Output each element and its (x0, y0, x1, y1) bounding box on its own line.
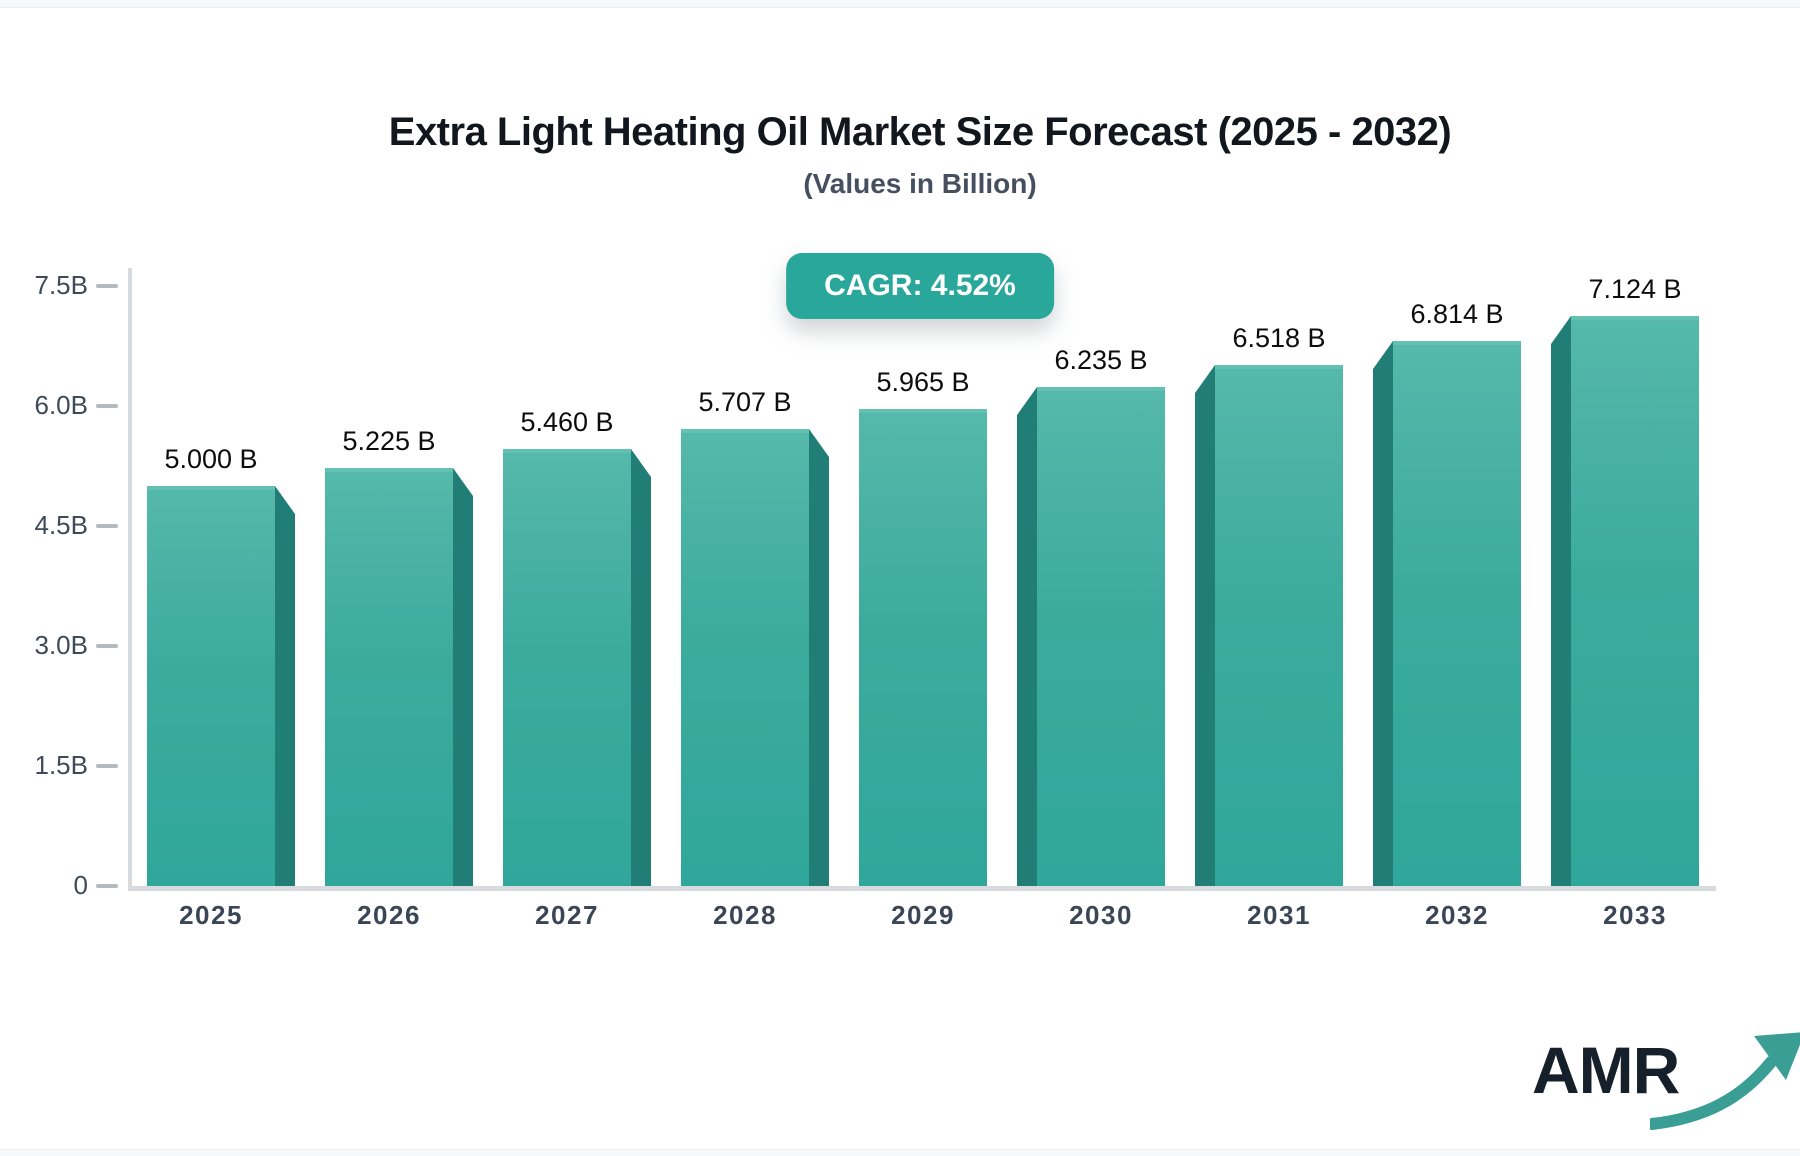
bar-2033 (1571, 316, 1699, 886)
cagr-badge: CAGR: 4.52% (786, 253, 1054, 319)
bar-2025 (147, 486, 275, 886)
amr-logo-text: AMR (1532, 1033, 1680, 1107)
bar-value-2032: 6.814 B (1410, 299, 1504, 329)
bar-value-2030: 6.235 B (1054, 345, 1148, 375)
y-tick-label-4.5B: 4.5B (34, 510, 89, 540)
page-bottom-edge (0, 1149, 1800, 1156)
growth-arrow-icon (1650, 1032, 1800, 1130)
x-tick-label-2033: 2033 (1603, 900, 1667, 930)
bar-value-2028: 5.707 B (698, 387, 792, 417)
bar-side-2027 (631, 449, 651, 886)
y-tick-7.5B (96, 284, 118, 288)
bar-value-2027: 5.460 B (520, 407, 614, 437)
bar-side-2028 (809, 429, 829, 886)
y-tick-3.0B (96, 644, 118, 648)
y-axis-line (128, 268, 132, 888)
x-tick-label-2025: 2025 (179, 900, 243, 930)
bar-side-2032 (1373, 341, 1393, 886)
chart-subtitle: (Values in Billion) (803, 168, 1037, 199)
bar-value-2033: 7.124 B (1588, 274, 1682, 304)
y-tick-label-6.0B: 6.0B (34, 390, 89, 420)
x-tick-label-2028: 2028 (713, 900, 777, 930)
y-tick-4.5B (96, 524, 118, 528)
page-top-edge (0, 0, 1800, 8)
bar-side-2030 (1017, 387, 1037, 886)
chart-title: Extra Light Heating Oil Market Size Fore… (388, 110, 1452, 154)
bar-2026 (325, 468, 453, 886)
bar-2031 (1215, 365, 1343, 886)
x-tick-label-2031: 2031 (1247, 900, 1311, 930)
y-tick-label-1.5B: 1.5B (34, 750, 89, 780)
x-tick-label-2029: 2029 (891, 900, 955, 930)
amr-logo: AMR (1532, 1032, 1800, 1132)
x-tick-label-2027: 2027 (535, 900, 599, 930)
bar-2028 (681, 429, 809, 886)
bar-side-2033 (1551, 316, 1571, 886)
y-tick-0 (96, 884, 118, 888)
y-tick-6.0B (96, 404, 118, 408)
y-tick-label-7.5B: 7.5B (34, 270, 89, 300)
bar-2029 (859, 409, 987, 886)
x-tick-label-2030: 2030 (1069, 900, 1133, 930)
x-axis-line (128, 886, 1716, 891)
bar-side-2031 (1195, 365, 1215, 886)
y-tick-label-0: 0 (73, 870, 88, 900)
x-tick-label-2026: 2026 (357, 900, 421, 930)
bar-value-2031: 6.518 B (1232, 323, 1326, 353)
bar-value-2029: 5.965 B (876, 367, 970, 397)
bar-value-2026: 5.225 B (342, 426, 436, 456)
bar-2027 (503, 449, 631, 886)
y-tick-label-3.0B: 3.0B (34, 630, 89, 660)
bar-side-2026 (453, 468, 473, 886)
bar-value-2025: 5.000 B (164, 444, 258, 474)
bar-2030 (1037, 387, 1165, 886)
bar-side-2025 (275, 486, 295, 886)
bar-2032 (1393, 341, 1521, 886)
x-tick-label-2032: 2032 (1425, 900, 1489, 930)
y-tick-1.5B (96, 764, 118, 768)
